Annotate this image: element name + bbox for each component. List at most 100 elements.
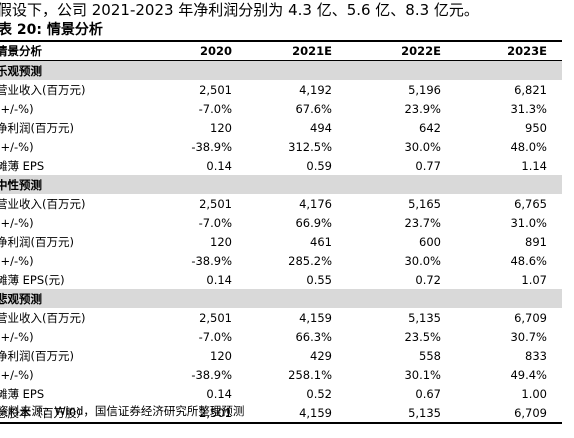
cell-value: 6,821 [514,82,547,97]
cell-value: 67.6% [295,101,332,116]
cell-value: 0.52 [306,386,332,401]
table-row: 总股本（百万股） 2,501 4,159 5,135 6,709 [0,403,562,422]
row-label: (+/-%) [0,215,34,230]
section-title: 悲观预测 [0,291,42,306]
table-row: 营业收入(百万元) 2,501 4,159 5,135 6,709 [0,308,562,327]
cell-value: 66.3% [295,329,332,344]
cell-value: 285.2% [288,253,332,268]
cell-value: 5,135 [408,310,441,325]
table-row: 净利润(百万元) 120 494 642 950 [0,118,562,137]
cell-value: 461 [310,234,332,249]
table-row: (+/-%) -38.9% 258.1% 30.1% 49.4% [0,365,562,384]
cell-value: 494 [310,120,332,135]
header-year-2020: 2020 [199,44,232,58]
section-title: 乐观预测 [0,63,42,78]
cell-value: -7.0% [198,329,232,344]
cell-value: 66.9% [295,215,332,230]
cell-value: 4,159 [299,310,332,325]
cell-value: 2,501 [199,82,232,97]
cell-value: 258.1% [288,367,332,382]
cell-value: 48.6% [510,253,547,268]
cell-value: -38.9% [191,253,232,268]
row-label: 摊薄 EPS [0,158,45,173]
cell-value: 31.0% [510,215,547,230]
cell-value: 2,501 [199,310,232,325]
cell-value: 23.7% [404,215,441,230]
cell-value: 48.0% [510,139,547,154]
table-row: (+/-%) -7.0% 66.9% 23.7% 31.0% [0,213,562,232]
row-label: 营业收入(百万元) [0,310,86,325]
cell-value: 0.77 [415,158,441,173]
cell-value: 49.4% [510,367,547,382]
cell-value: 429 [310,348,332,363]
row-label: (+/-%) [0,139,34,154]
row-label: 净利润(百万元) [0,348,74,363]
row-label: (+/-%) [0,253,34,268]
table-row: 摊薄 EPS 0.14 0.52 0.67 1.00 [0,384,562,403]
section-header-pessimistic: 悲观预测 [0,289,562,308]
cell-value: 30.7% [510,329,547,344]
table-row: 营业收入(百万元) 2,501 4,176 5,165 6,765 [0,194,562,213]
cell-value: 6,765 [514,196,547,211]
row-label: 总股本（百万股） [0,405,88,420]
cell-value: -38.9% [191,367,232,382]
header-label: 情景分析 [0,44,42,58]
cell-value: -7.0% [198,101,232,116]
cell-value: 5,165 [408,196,441,211]
header-year-2022e: 2022E [401,44,441,58]
cell-value: -38.9% [191,139,232,154]
cell-value: 120 [210,234,232,249]
cell-value: 23.5% [404,329,441,344]
table-row: 摊薄 EPS(元) 0.14 0.55 0.72 1.07 [0,270,562,289]
cell-value: 600 [419,234,441,249]
cell-value: 31.3% [510,101,547,116]
scenario-table: 情景分析 2020 2021E 2022E 2023E 乐观预测 营业收入(百万… [0,40,562,424]
table-row: 净利润(百万元) 120 461 600 891 [0,232,562,251]
table-row: (+/-%) -7.0% 66.3% 23.5% 30.7% [0,327,562,346]
table-row: (+/-%) -38.9% 285.2% 30.0% 48.6% [0,251,562,270]
cell-value: 0.14 [206,386,232,401]
cell-value: 312.5% [288,139,332,154]
table-row: 摊薄 EPS 0.14 0.59 0.77 1.14 [0,156,562,175]
header-bottom-rule [0,60,562,61]
table-row: 净利润(百万元) 120 429 558 833 [0,346,562,365]
row-label: 摊薄 EPS [0,386,45,401]
cell-value: 2,501 [199,196,232,211]
row-label: (+/-%) [0,329,34,344]
table-row: (+/-%) -38.9% 312.5% 30.0% 48.0% [0,137,562,156]
intro-text: 假设下，公司 2021-2023 年净利润分别为 4.3 亿、5.6 亿、8.3… [0,1,479,19]
cell-value: 0.55 [306,272,332,287]
table-row: 营业收入(百万元) 2,501 4,192 5,196 6,821 [0,80,562,99]
section-title: 中性预测 [0,177,42,192]
section-header-optimistic: 乐观预测 [0,61,562,80]
cell-value: 6,709 [514,310,547,325]
cell-value: 5,135 [408,405,441,420]
section-header-neutral: 中性预测 [0,175,562,194]
row-label: 摊薄 EPS(元) [0,272,65,287]
cell-value: 30.0% [404,253,441,268]
cell-value: 950 [525,120,547,135]
cell-value: 833 [525,348,547,363]
cell-value: 0.67 [415,386,441,401]
cell-value: 1.00 [521,386,547,401]
header-year-2023e: 2023E [507,44,547,58]
cell-value: 6,709 [514,405,547,420]
row-label: 营业收入(百万元) [0,82,86,97]
table-bottom-rule [0,422,562,424]
row-label: 净利润(百万元) [0,234,74,249]
source-note: 资料来源：Wind，国信证券经济研究所整理预测 [0,404,245,418]
cell-value: 4,159 [299,405,332,420]
cell-value: 120 [210,120,232,135]
cell-value: 0.72 [415,272,441,287]
cell-value: 120 [210,348,232,363]
cell-value: 4,192 [299,82,332,97]
table-row: (+/-%) -7.0% 67.6% 23.9% 31.3% [0,99,562,118]
cell-value: 558 [419,348,441,363]
cell-value: 2,501 [199,405,232,420]
cell-value: 0.59 [306,158,332,173]
cell-value: 30.1% [404,367,441,382]
cell-value: 5,196 [408,82,441,97]
cell-value: -7.0% [198,215,232,230]
cell-value: 23.9% [404,101,441,116]
row-label: 净利润(百万元) [0,120,74,135]
